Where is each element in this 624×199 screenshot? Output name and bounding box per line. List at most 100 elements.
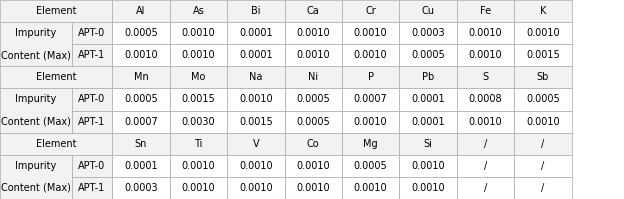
Bar [399, 155, 457, 177]
Bar [112, 66, 170, 88]
Text: Impurity: Impurity [15, 95, 57, 104]
Bar [227, 44, 285, 66]
Bar [170, 44, 227, 66]
Bar [514, 111, 572, 133]
Bar [514, 133, 572, 155]
Bar [457, 155, 514, 177]
Text: 0.0010: 0.0010 [469, 28, 502, 38]
Bar [72, 88, 112, 111]
Text: 0.0010: 0.0010 [182, 183, 215, 193]
Text: 0.0010: 0.0010 [354, 117, 388, 127]
Text: Element: Element [36, 6, 76, 16]
Text: 0.0005: 0.0005 [411, 50, 445, 60]
Bar [399, 177, 457, 199]
Text: Cu: Cu [422, 6, 434, 16]
Text: 0.0005: 0.0005 [124, 95, 158, 104]
Bar [0, 22, 72, 66]
Text: 0.0007: 0.0007 [354, 95, 388, 104]
Text: 0.0005: 0.0005 [296, 117, 330, 127]
Bar [0, 155, 72, 199]
Bar [170, 177, 227, 199]
Bar [399, 88, 457, 111]
Bar [72, 155, 112, 177]
Text: 0.0010: 0.0010 [182, 28, 215, 38]
Text: 0.0010: 0.0010 [354, 50, 388, 60]
Bar [0, 0, 112, 22]
Bar [457, 22, 514, 44]
Bar [227, 111, 285, 133]
Bar [342, 22, 399, 44]
Bar [399, 111, 457, 133]
Text: 0.0010: 0.0010 [296, 183, 330, 193]
Bar [285, 88, 342, 111]
Text: 0.0005: 0.0005 [526, 95, 560, 104]
Text: /: / [541, 139, 545, 149]
Bar [457, 44, 514, 66]
Text: 0.0010: 0.0010 [526, 117, 560, 127]
Text: 0.0007: 0.0007 [124, 117, 158, 127]
Text: P: P [368, 72, 374, 82]
Text: APT-1: APT-1 [79, 117, 105, 127]
Text: 0.0010: 0.0010 [239, 161, 273, 171]
Text: Si: Si [424, 139, 432, 149]
Text: 0.0001: 0.0001 [239, 50, 273, 60]
Bar [514, 66, 572, 88]
Text: Co: Co [307, 139, 319, 149]
Bar [285, 0, 342, 22]
Text: Sb: Sb [537, 72, 549, 82]
Bar [399, 44, 457, 66]
Text: 0.0030: 0.0030 [182, 117, 215, 127]
Text: Sn: Sn [135, 139, 147, 149]
Bar [285, 111, 342, 133]
Bar [170, 0, 227, 22]
Text: Impurity: Impurity [15, 161, 57, 171]
Bar [342, 177, 399, 199]
Text: APT-0: APT-0 [79, 95, 105, 104]
Text: 0.0008: 0.0008 [469, 95, 502, 104]
Text: 0.0010: 0.0010 [296, 161, 330, 171]
Bar [112, 0, 170, 22]
Bar [170, 88, 227, 111]
Bar [342, 155, 399, 177]
Bar [399, 22, 457, 44]
Bar [514, 44, 572, 66]
Text: 0.0005: 0.0005 [124, 28, 158, 38]
Text: /: / [541, 161, 545, 171]
Text: 0.0015: 0.0015 [182, 95, 215, 104]
Bar [342, 44, 399, 66]
Bar [514, 88, 572, 111]
Text: 0.0010: 0.0010 [239, 183, 273, 193]
Text: 0.0010: 0.0010 [239, 95, 273, 104]
Text: 0.0001: 0.0001 [411, 95, 445, 104]
Text: 0.0015: 0.0015 [526, 50, 560, 60]
Bar [0, 133, 112, 155]
Text: Impurity: Impurity [15, 28, 57, 38]
Text: 0.0001: 0.0001 [239, 28, 273, 38]
Bar [227, 88, 285, 111]
Bar [72, 22, 112, 44]
Bar [285, 177, 342, 199]
Bar [227, 177, 285, 199]
Bar [342, 111, 399, 133]
Text: Fe: Fe [480, 6, 491, 16]
Text: Bi: Bi [251, 6, 261, 16]
Bar [342, 0, 399, 22]
Text: 0.0015: 0.0015 [239, 117, 273, 127]
Text: 0.0010: 0.0010 [411, 161, 445, 171]
Bar [399, 133, 457, 155]
Text: 0.0010: 0.0010 [469, 50, 502, 60]
Bar [514, 22, 572, 44]
Bar [72, 44, 112, 66]
Text: 0.0003: 0.0003 [124, 183, 158, 193]
Text: V: V [253, 139, 259, 149]
Bar [227, 22, 285, 44]
Text: /: / [484, 161, 487, 171]
Text: 0.0010: 0.0010 [124, 50, 158, 60]
Text: Pb: Pb [422, 72, 434, 82]
Text: 0.0010: 0.0010 [296, 28, 330, 38]
Bar [227, 155, 285, 177]
Text: 0.0010: 0.0010 [296, 50, 330, 60]
Bar [457, 133, 514, 155]
Text: Na: Na [249, 72, 263, 82]
Bar [227, 66, 285, 88]
